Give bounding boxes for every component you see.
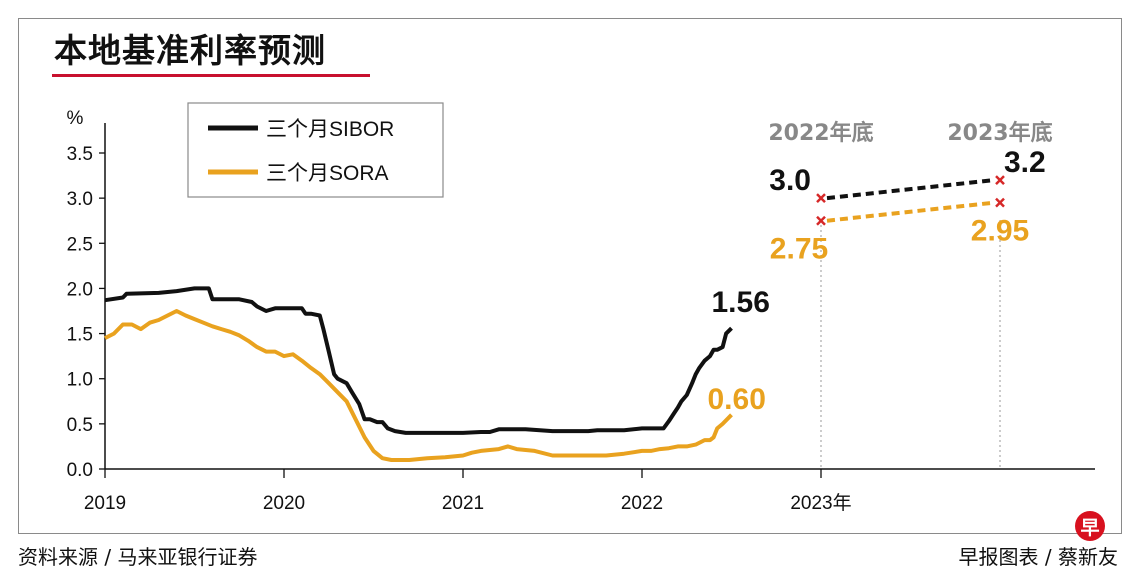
forecast-marker	[995, 175, 1005, 185]
sibor-forecast-line	[826, 178, 995, 201]
forecast-period-2023: 2023年底	[947, 120, 1052, 146]
forecast-marker	[995, 197, 1005, 208]
zaobao-logo: 早	[1075, 511, 1105, 541]
marker-stroke	[995, 175, 1005, 185]
sibor-forecast-2023-label: 3.2	[1004, 146, 1046, 179]
y-tick-label: 2.0	[67, 279, 93, 300]
marker-stroke	[816, 215, 826, 226]
data-source: 资料来源 / 马来亚银行证券	[18, 545, 258, 569]
sora-line	[104, 309, 733, 462]
x-tick-label: 2023年	[790, 492, 851, 514]
sibor-current-label: 1.56	[712, 286, 770, 319]
y-tick-label: 3.5	[67, 144, 93, 165]
y-tick-label: 0.5	[67, 415, 93, 436]
y-tick-label: 1.0	[67, 370, 93, 391]
sibor-line	[104, 286, 733, 435]
sora-forecast-2023-label: 2.95	[971, 215, 1029, 248]
legend-box	[187, 102, 444, 198]
forecast-marker	[816, 215, 826, 226]
graphic-credit: 早报图表 / 蔡新友	[958, 545, 1118, 569]
forecast-period-2022: 2022年底	[768, 120, 873, 146]
marker-stroke	[995, 197, 1005, 208]
forecast-marker	[816, 193, 826, 204]
x-tick-label: 2019	[84, 493, 126, 514]
y-tick-label: 0.0	[67, 460, 93, 481]
x-tick-label: 2020	[263, 493, 305, 514]
marker-stroke	[816, 193, 826, 204]
chart-title: 本地基准利率预测	[54, 31, 326, 70]
sora-current-label: 0.60	[708, 383, 766, 416]
x-tick-label: 2021	[442, 493, 484, 514]
y-tick-label: 1.5	[67, 325, 93, 346]
sibor-forecast-2022-label: 3.0	[769, 164, 811, 197]
sora-forecast-line	[826, 200, 995, 223]
title-underline	[52, 74, 370, 77]
x-tick-label: 2022	[621, 493, 663, 514]
sora-forecast-2022-label: 2.75	[770, 233, 828, 266]
y-tick-label: 2.5	[67, 234, 93, 255]
y-tick-label: 3.0	[67, 189, 93, 210]
y-axis-unit: %	[67, 108, 84, 129]
legend-label-sibor: 三个月SIBOR	[266, 118, 394, 141]
legend-label-sora: 三个月SORA	[266, 162, 389, 185]
